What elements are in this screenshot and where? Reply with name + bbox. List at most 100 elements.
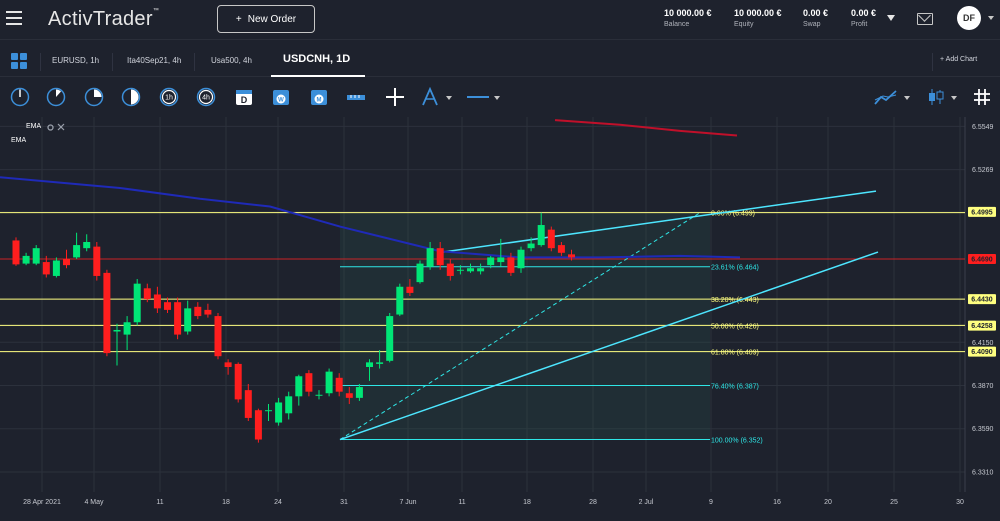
- layout-grid-icon[interactable]: [11, 53, 27, 69]
- tab-usa500[interactable]: Usa500, 4h: [211, 56, 252, 65]
- timeframe-30m-icon[interactable]: [121, 87, 141, 107]
- profit-value: 0.00 €: [851, 8, 877, 18]
- candle-body: [426, 248, 434, 267]
- y-tick-label: 6.4150: [972, 340, 994, 347]
- price-badge-label: 6.4995: [971, 209, 993, 216]
- grid-toggle-icon[interactable]: [972, 87, 992, 107]
- fibonacci-level-label: 50.00% (6.426): [711, 323, 759, 330]
- timeframe-1m-icon[interactable]: [10, 87, 30, 107]
- price-badge-label: 6.4690: [971, 256, 993, 263]
- timeframe-5m-icon[interactable]: [46, 87, 66, 107]
- close-icon[interactable]: [57, 123, 65, 131]
- candle-body: [416, 263, 424, 283]
- candle-body: [497, 257, 505, 263]
- balance-value: 10 000.00 €: [664, 8, 712, 18]
- fibonacci-level-label: 76.40% (6.387): [711, 384, 759, 391]
- period-month-letter: M: [317, 98, 322, 104]
- candle-body: [386, 316, 394, 361]
- x-tick-label: 4 May: [84, 499, 104, 506]
- candlestick-chart[interactable]: 28 Apr 2021 4 May 11 18 24 31 7 Jun 11 18 28 2 Jul…: [0, 117, 1000, 516]
- price-badge: [968, 253, 996, 264]
- candle-body: [537, 225, 545, 246]
- ruler-icon[interactable]: [346, 87, 366, 107]
- fibonacci-level-label: 23.61% (6.464): [711, 265, 759, 272]
- candle-body: [487, 257, 495, 266]
- price-badge-label: 6.4258: [971, 323, 993, 330]
- mail-icon[interactable]: [917, 13, 933, 25]
- candle-body: [244, 390, 252, 418]
- candle-body: [63, 258, 70, 266]
- chevron-down-icon[interactable]: [988, 16, 994, 20]
- timeframe-4h-icon[interactable]: 4h: [196, 87, 216, 107]
- account-dropdown-icon[interactable]: [887, 15, 895, 21]
- tab-eurusd[interactable]: EURUSD, 1h: [52, 56, 100, 65]
- line-style-icon[interactable]: [466, 87, 490, 107]
- candlestick-type-icon[interactable]: [926, 87, 946, 107]
- candle-body: [224, 362, 232, 367]
- candle-body: [557, 245, 565, 253]
- candle-body: [22, 255, 30, 264]
- period-month-icon[interactable]: M: [309, 87, 329, 107]
- timeframe-1h-icon[interactable]: 1h: [159, 87, 179, 107]
- tab-usdcnh[interactable]: USDCNH, 1D: [283, 53, 351, 65]
- candle-body: [275, 402, 283, 423]
- x-tick-label: 11: [156, 499, 163, 506]
- period-week-icon[interactable]: W: [271, 87, 291, 107]
- candle-body: [234, 363, 242, 400]
- app-logo[interactable]: ActivTrader™: [48, 8, 159, 31]
- chevron-down-icon[interactable]: [951, 96, 957, 100]
- new-order-button[interactable]: + New Order: [217, 5, 315, 33]
- candle-body: [164, 302, 171, 310]
- price-badge-label: 6.4430: [971, 297, 993, 304]
- candle-body: [406, 286, 414, 293]
- ema-indicator-label[interactable]: EMA: [26, 123, 42, 130]
- fibonacci-level-label: 100.00% (6.352): [711, 438, 763, 445]
- x-tick-label: 28 Apr 2021: [23, 499, 61, 506]
- chart-toolbar: 1h 4h D W M: [0, 84, 1000, 112]
- x-tick-label: 7 Jun: [399, 499, 416, 506]
- chevron-down-icon[interactable]: [904, 96, 910, 100]
- equity-stat: 10 000.00 € Equity: [734, 8, 782, 28]
- chevron-down-icon[interactable]: [494, 96, 500, 100]
- price-chart[interactable]: 28 Apr 2021 4 May 11 18 24 31 7 Jun 11 18 28 2 Jul…: [0, 117, 1000, 516]
- menu-icon[interactable]: [6, 11, 22, 25]
- candle-body: [83, 242, 91, 249]
- top-bar: ActivTrader™ + New Order 10 000.00 € Balan…: [0, 0, 1000, 40]
- fibonacci-level-label: 38.20% (6.443): [711, 297, 759, 304]
- x-tick-label: 31: [340, 499, 348, 506]
- timeframe-15m-icon[interactable]: [84, 87, 104, 107]
- candle-body: [477, 268, 485, 272]
- equity-label: Equity: [734, 21, 754, 28]
- y-tick-label: 6.5269: [972, 167, 994, 174]
- tab-divider: [932, 53, 933, 71]
- tab-ita40[interactable]: Ita40Sep21, 4h: [127, 56, 182, 65]
- candle-body: [517, 249, 525, 269]
- candle-body: [355, 387, 363, 398]
- ema-indicator-label[interactable]: EMA: [11, 137, 27, 144]
- candle-body: [507, 257, 515, 273]
- candle-body: [376, 362, 384, 364]
- candle-body: [345, 393, 353, 398]
- avatar[interactable]: DF: [957, 6, 981, 30]
- chevron-down-icon[interactable]: [446, 96, 452, 100]
- indicators-icon[interactable]: [874, 87, 898, 107]
- candle-body: [214, 316, 222, 357]
- chart-tabs-bar: EURUSD, 1h Ita40Sep21, 4h Usa500, 4h USD…: [0, 47, 1000, 77]
- candle-body: [456, 269, 464, 271]
- balance-label: Balance: [664, 21, 690, 28]
- profit-label: Profit: [851, 21, 868, 28]
- candle-body: [12, 240, 20, 265]
- candle-body: [305, 373, 313, 392]
- candle-body: [527, 243, 535, 249]
- candle-body: [133, 283, 141, 323]
- candle-body: [93, 246, 101, 276]
- channel-upper-line: [437, 190, 877, 254]
- x-tick-label: 25: [890, 499, 898, 506]
- period-week-letter: W: [278, 98, 284, 104]
- settings-icon[interactable]: [46, 123, 55, 132]
- add-chart-button[interactable]: + Add Chart: [940, 56, 977, 63]
- crosshair-icon[interactable]: [385, 87, 405, 107]
- drawing-tools-icon[interactable]: [420, 87, 440, 107]
- candle-body: [295, 376, 303, 397]
- period-day-icon[interactable]: D: [234, 87, 254, 107]
